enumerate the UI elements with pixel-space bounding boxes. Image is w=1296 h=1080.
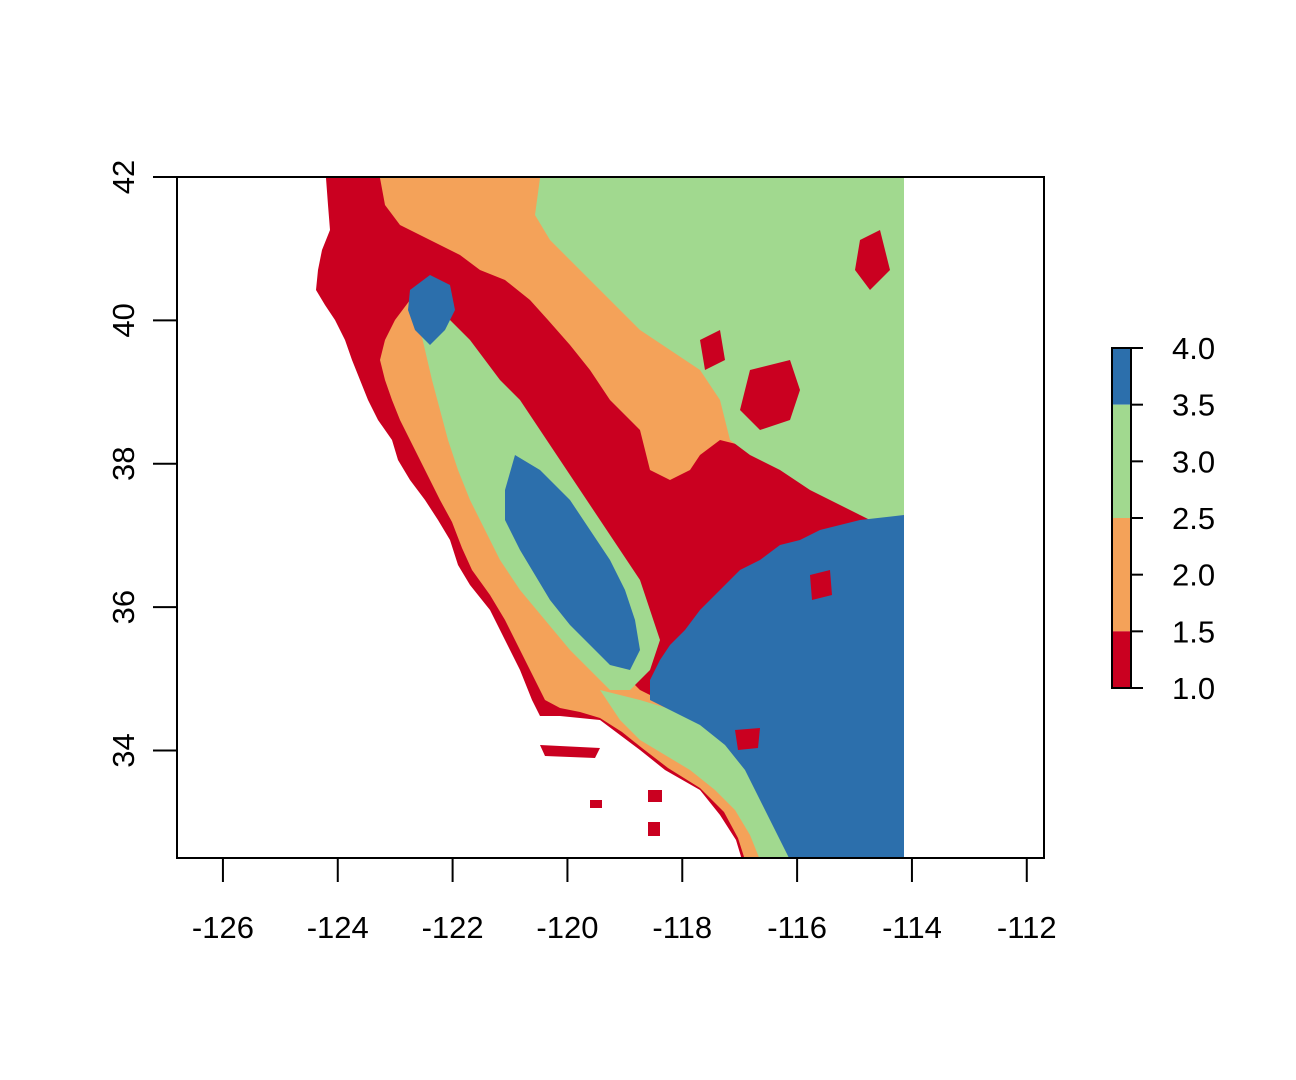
x-axis: -126 -124 -122 -120 -118 -116 -114 -112 xyxy=(192,857,1057,945)
x-tick-label: -124 xyxy=(307,910,369,945)
legend-label: 2.0 xyxy=(1172,558,1215,593)
y-tick-label: 42 xyxy=(106,160,141,194)
raster-map xyxy=(316,178,904,858)
color-legend: 4.0 3.5 3.0 2.5 2.0 1.5 1.0 xyxy=(1111,331,1215,706)
legend-label: 3.0 xyxy=(1172,444,1215,479)
land-class-4-desert xyxy=(650,515,904,858)
y-tick-label: 38 xyxy=(106,446,141,480)
y-axis: 34 36 38 40 42 xyxy=(106,160,178,768)
x-tick-label: -112 xyxy=(997,910,1057,945)
y-tick-label: 40 xyxy=(106,303,141,337)
legend-color-band xyxy=(1112,631,1131,688)
land-class-4-valley xyxy=(408,275,640,670)
y-tick-label: 34 xyxy=(106,733,141,767)
x-tick-label: -116 xyxy=(767,910,827,945)
x-tick-label: -126 xyxy=(192,910,254,945)
legend-color-band xyxy=(1112,404,1131,518)
y-tick-label: 36 xyxy=(106,590,141,624)
x-tick-label: -120 xyxy=(536,910,598,945)
legend-label: 4.0 xyxy=(1172,331,1215,366)
class-1-patches xyxy=(540,230,890,836)
legend-label: 1.5 xyxy=(1172,614,1215,649)
legend-color-band xyxy=(1112,348,1131,405)
x-tick-label: -118 xyxy=(652,910,712,945)
x-tick-label: -122 xyxy=(422,910,484,945)
land-class-3 xyxy=(418,178,904,858)
legend-label: 2.5 xyxy=(1172,501,1215,536)
legend-label: 1.0 xyxy=(1172,671,1215,706)
x-tick-label: -114 xyxy=(882,910,942,945)
legend-label: 3.5 xyxy=(1172,388,1215,423)
legend-color-band xyxy=(1112,518,1131,632)
